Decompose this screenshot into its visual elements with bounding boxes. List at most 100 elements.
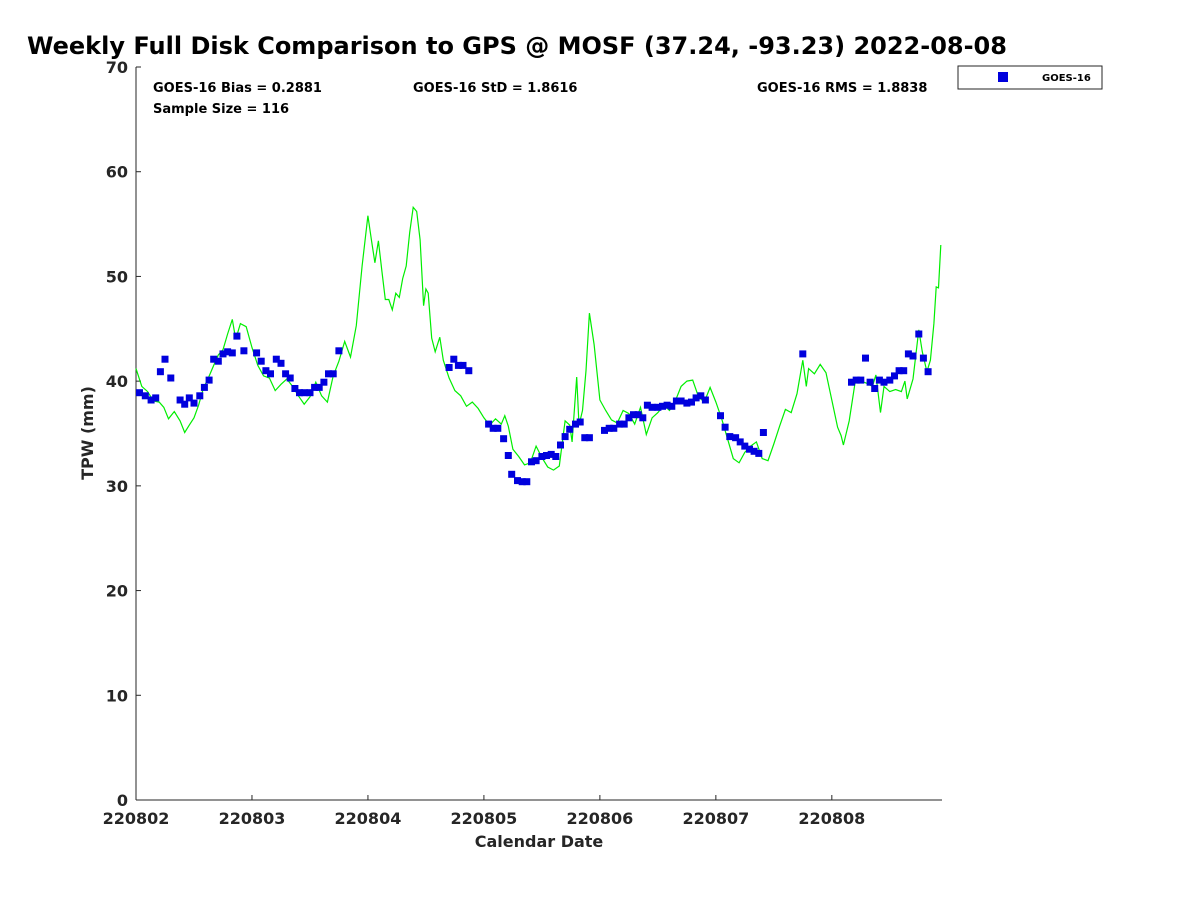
goes16-point	[286, 374, 294, 382]
goes16-point	[634, 411, 642, 419]
goes16-point	[630, 411, 637, 419]
goes16-point	[643, 401, 651, 409]
y-tick-label: 10	[106, 686, 128, 705]
goes16-point	[625, 414, 633, 422]
goes16-point	[504, 452, 512, 459]
x-tick-label: 220808	[798, 809, 865, 828]
goes16-point	[547, 450, 555, 458]
gps-line	[135, 205, 942, 471]
goes16-point	[683, 399, 691, 407]
goes16-point	[736, 438, 744, 446]
goes16-point	[454, 361, 462, 369]
goes16-point	[616, 420, 624, 428]
goes16-point	[240, 347, 248, 355]
goes16-point	[311, 383, 319, 391]
goes16-point	[445, 364, 453, 371]
goes16-point	[852, 376, 860, 384]
goes16-point	[759, 429, 767, 436]
goes16-point	[543, 452, 550, 459]
goes16-point	[552, 453, 560, 460]
y-axis-label: TPW (mm)	[78, 386, 97, 480]
goes16-point	[741, 442, 749, 450]
x-tick-label: 220807	[682, 809, 749, 828]
goes16-point	[228, 349, 236, 357]
goes16-point	[523, 478, 531, 486]
goes16-point	[848, 378, 855, 386]
goes16-point	[147, 396, 155, 404]
goes16-point	[450, 355, 458, 363]
goes16-point	[875, 376, 883, 384]
goes16-point	[291, 385, 299, 392]
goes16-point	[185, 394, 193, 402]
goes16-point	[214, 357, 222, 365]
goes16-point	[620, 420, 628, 428]
goes16-point	[141, 392, 149, 400]
goes16-point	[648, 403, 656, 411]
goes16-point	[697, 392, 705, 400]
goes16-point	[277, 359, 285, 367]
goes16-point	[306, 389, 314, 397]
goes16-point	[325, 370, 332, 378]
goes16-point	[755, 449, 763, 457]
goes16-point	[871, 385, 879, 392]
goes16-point	[557, 441, 564, 449]
goes16-point	[924, 368, 932, 376]
goes16-point	[161, 355, 169, 363]
y-tick-label: 60	[106, 163, 128, 182]
legend-box	[957, 65, 1103, 90]
y-tick-label: 0	[117, 791, 128, 810]
goes16-point	[262, 367, 270, 375]
goes16-point	[659, 402, 666, 410]
goes16-point	[862, 354, 869, 362]
goes16-point	[190, 399, 198, 407]
goes16-point	[919, 354, 927, 362]
goes16-point	[257, 357, 265, 365]
goes16-point	[210, 355, 218, 363]
legend-label: GOES-16	[1042, 73, 1091, 84]
goes16-point	[282, 370, 290, 378]
goes16-point	[654, 403, 662, 411]
goes16-point	[663, 401, 671, 409]
y-tick-label: 30	[106, 477, 128, 496]
stat-std: GOES-16 StD = 1.8616	[413, 81, 577, 96]
goes16-point	[219, 350, 227, 358]
x-ticks: 220802 220803 220804 220805 220806 220807 2208…	[103, 795, 865, 828]
goes16-point	[518, 478, 526, 486]
x-tick-label: 220802	[103, 809, 170, 828]
goes16-point	[205, 376, 213, 384]
goes16-point	[329, 370, 337, 378]
goes16-point	[677, 397, 685, 405]
legend-marker	[998, 72, 1008, 82]
goes16-point	[857, 376, 865, 384]
goes16-point	[320, 378, 328, 386]
goes16-point	[605, 424, 613, 432]
goes16-point	[692, 394, 700, 402]
x-tick-label: 220804	[335, 809, 402, 828]
goes16-point	[532, 457, 540, 465]
goes16-point	[610, 424, 618, 432]
goes16-point	[176, 396, 184, 404]
goes16-point	[639, 414, 647, 422]
goes16-point	[253, 349, 261, 357]
goes16-point	[909, 352, 917, 360]
goes16-point	[746, 445, 753, 453]
goes16-point	[315, 383, 323, 391]
goes16-point	[152, 394, 160, 402]
gps-series	[135, 205, 942, 471]
x-tick-label: 220803	[219, 809, 286, 828]
goes16-point	[576, 418, 584, 426]
goes16-point	[900, 367, 908, 375]
goes16-point	[572, 420, 579, 428]
goes16-point	[566, 425, 574, 433]
goes16-point	[601, 426, 608, 434]
plot-area: 0 10 20 30 40 50 60 70 220802 220803 220804 220805…	[103, 58, 942, 828]
goes16-point	[561, 433, 569, 441]
goes16-point	[136, 389, 143, 397]
goes16-point	[581, 434, 589, 442]
goes16-point	[688, 398, 695, 406]
goes16-point	[895, 367, 903, 375]
goes16-point	[224, 348, 232, 356]
goes16-point	[880, 378, 888, 386]
y-tick-label: 40	[106, 372, 128, 391]
